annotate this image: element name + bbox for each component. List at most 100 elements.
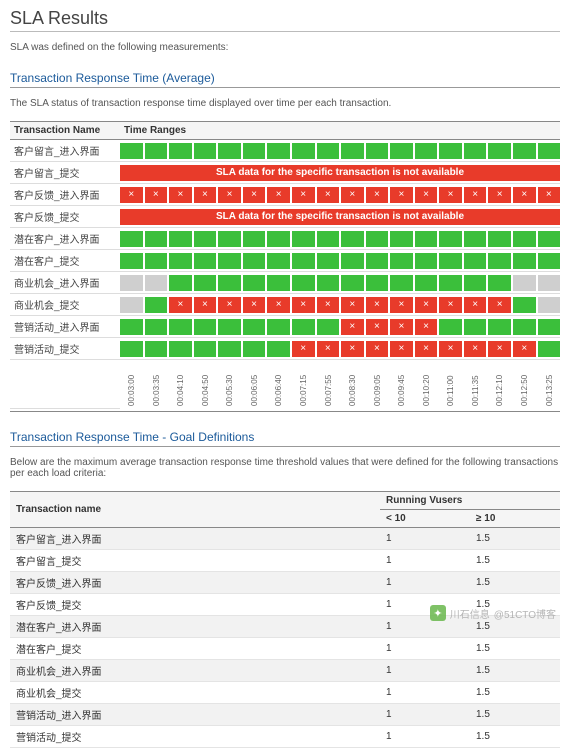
sla-cell-green	[439, 231, 462, 247]
sla-cell-green	[120, 143, 143, 159]
sla-cell-green	[317, 275, 340, 291]
sla-cell-red: ×	[415, 297, 438, 313]
sla-cell-red: ×	[513, 187, 536, 203]
sla-cell-green	[169, 253, 192, 269]
sla-cell-green	[341, 143, 364, 159]
sla-cell-red: ×	[267, 187, 290, 203]
sla-cell-green	[218, 319, 241, 335]
def-row: 商业机会_提交11.5	[10, 681, 560, 703]
sla-cell-green	[464, 143, 487, 159]
sla-cell-green	[464, 231, 487, 247]
sla-cell-green	[488, 253, 511, 269]
chart-row: 商业机会_进入界面	[10, 272, 560, 294]
def-header-ge: ≥ 10	[470, 509, 560, 527]
chart-section-title: Transaction Response Time (Average)	[10, 71, 560, 88]
sla-cell-green	[488, 319, 511, 335]
sla-cell-green	[243, 341, 266, 357]
title-divider	[10, 31, 560, 32]
sla-cell-green	[488, 231, 511, 247]
chart-row: 营销活动_进入界面××××	[10, 316, 560, 338]
def-row-name: 潜在客户_提交	[10, 637, 380, 659]
sla-cell-green	[145, 341, 168, 357]
sla-cell-green	[194, 231, 217, 247]
chart-row: 潜在客户_进入界面	[10, 228, 560, 250]
sla-cell-green	[267, 319, 290, 335]
sla-cell-green	[243, 319, 266, 335]
sla-cell-red: ×	[439, 341, 462, 357]
sla-cell-green	[538, 231, 561, 247]
sla-cell-green	[390, 231, 413, 247]
chart-row-range	[120, 140, 560, 162]
sla-cell-green	[267, 275, 290, 291]
def-row-lt: 1	[380, 659, 470, 681]
def-row: 客户留言_提交11.5	[10, 549, 560, 571]
def-section-title: Transaction Response Time - Goal Definit…	[10, 430, 560, 447]
def-row-ge: 1.5	[470, 681, 560, 703]
time-tick: 00:04:50	[194, 360, 217, 408]
cell-row	[120, 275, 560, 291]
def-row-ge: 1.5	[470, 725, 560, 747]
sla-cell-red: ×	[194, 187, 217, 203]
sla-cell-red: ×	[292, 297, 315, 313]
time-tick: 00:07:15	[292, 360, 315, 408]
sla-cell-green	[292, 319, 315, 335]
sla-not-available-band: SLA data for the specific transaction is…	[120, 209, 560, 225]
chart-row-name: 客户反馈_提交	[10, 206, 120, 228]
time-tick: 00:03:35	[145, 360, 168, 408]
chart-bottom-border	[10, 411, 560, 412]
sla-cell-green	[439, 143, 462, 159]
sla-cell-red: ×	[415, 319, 438, 335]
def-row: 客户留言_进入界面11.5	[10, 527, 560, 549]
def-row-name: 商业机会_进入界面	[10, 659, 380, 681]
chart-row-name: 商业机会_提交	[10, 294, 120, 316]
sla-cell-green	[464, 275, 487, 291]
sla-cell-green	[317, 231, 340, 247]
chart-row-range: SLA data for the specific transaction is…	[120, 206, 560, 228]
sla-cell-green	[538, 253, 561, 269]
chart-row-range: ××××××××××	[120, 338, 560, 360]
def-row-ge: 1.5	[470, 571, 560, 593]
sla-cell-red: ×	[390, 341, 413, 357]
sla-cell-red: ×	[120, 187, 143, 203]
sla-cell-green	[292, 275, 315, 291]
sla-cell-green	[415, 143, 438, 159]
sla-cell-green	[120, 341, 143, 357]
def-row: 营销活动_提交11.5	[10, 725, 560, 747]
time-tick: 00:05:30	[218, 360, 241, 408]
sla-cell-red: ×	[267, 297, 290, 313]
sla-cell-green	[439, 319, 462, 335]
cell-row	[120, 143, 560, 159]
sla-cell-grey	[538, 275, 561, 291]
time-tick: 00:03:00	[120, 360, 143, 408]
chart-row-name: 潜在客户_提交	[10, 250, 120, 272]
sla-cell-red: ×	[464, 341, 487, 357]
def-row-lt: 1	[380, 549, 470, 571]
def-row-ge: 1.5	[470, 549, 560, 571]
time-tick: 00:12:10	[488, 360, 511, 408]
sla-cell-red: ×	[341, 297, 364, 313]
sla-cell-green	[218, 231, 241, 247]
chart-row-name: 客户留言_进入界面	[10, 140, 120, 162]
sla-cell-green	[145, 319, 168, 335]
sla-cell-green	[292, 253, 315, 269]
sla-cell-red: ×	[488, 187, 511, 203]
chart-header-name: Transaction Name	[10, 122, 120, 140]
sla-cell-green	[120, 253, 143, 269]
sla-cell-red: ×	[317, 341, 340, 357]
time-tick: 00:07:55	[317, 360, 340, 408]
def-row-lt: 1	[380, 637, 470, 659]
sla-cell-red: ×	[366, 319, 389, 335]
sla-cell-green	[390, 253, 413, 269]
def-row-lt: 1	[380, 571, 470, 593]
sla-cell-green	[169, 319, 192, 335]
def-row-ge: 1.5	[470, 527, 560, 549]
intro-text: SLA was defined on the following measure…	[10, 42, 560, 53]
sla-cell-grey	[513, 275, 536, 291]
cell-row	[120, 231, 560, 247]
sla-cell-green	[317, 253, 340, 269]
cell-row: ××××××××××××××	[120, 297, 560, 313]
sla-cell-red: ×	[464, 297, 487, 313]
def-row-name: 营销活动_提交	[10, 725, 380, 747]
sla-cell-red: ×	[390, 187, 413, 203]
time-tick: 00:09:05	[366, 360, 389, 408]
